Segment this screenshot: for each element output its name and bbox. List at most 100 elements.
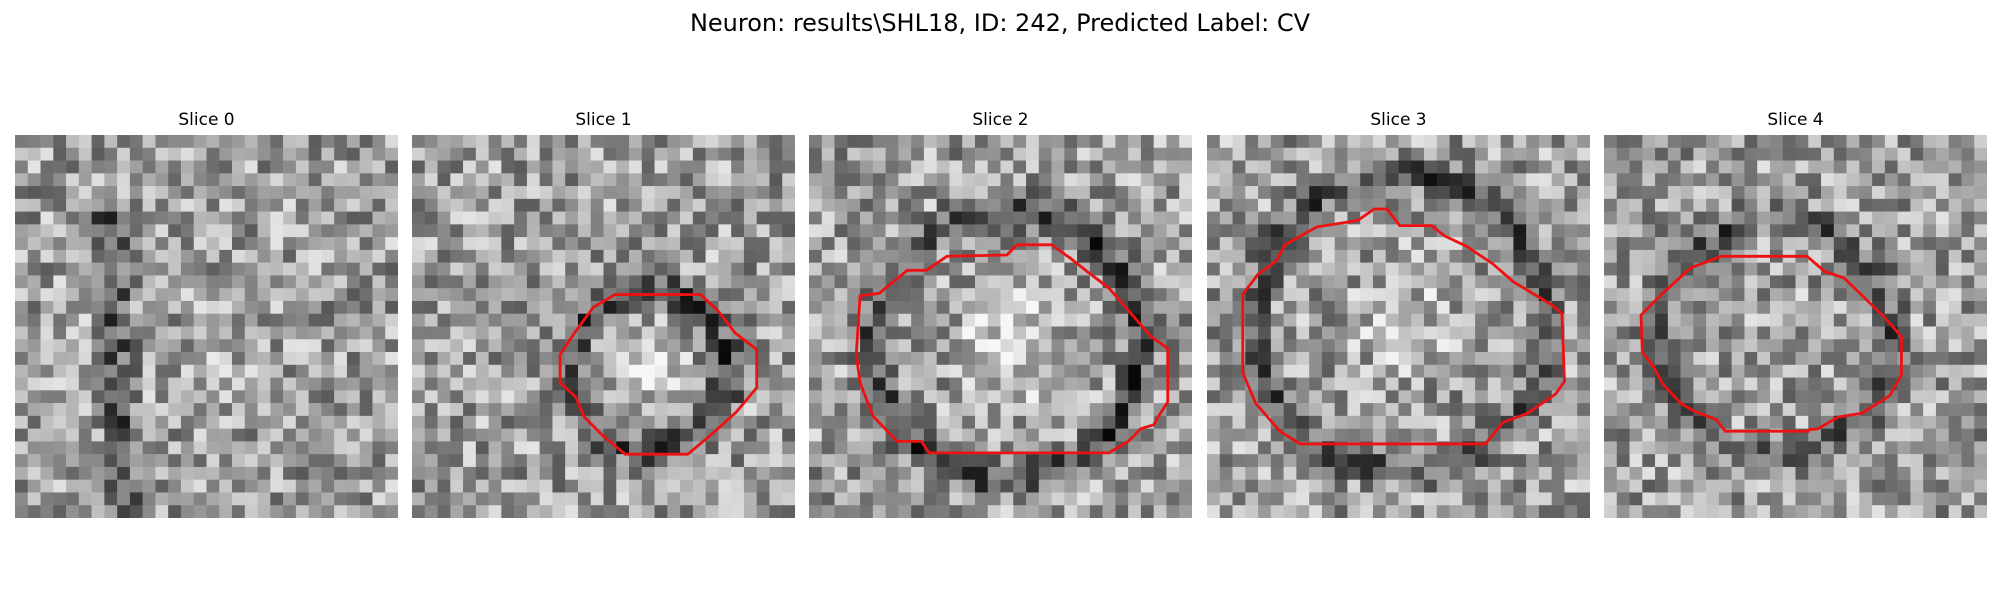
pixel bbox=[1321, 364, 1335, 378]
pixel bbox=[1475, 147, 1489, 161]
pixel bbox=[219, 352, 233, 366]
pixel bbox=[437, 262, 451, 276]
pixel bbox=[911, 249, 925, 263]
pixel bbox=[15, 313, 29, 327]
pixel bbox=[1296, 339, 1310, 353]
pixel bbox=[1207, 313, 1221, 327]
pixel bbox=[1283, 466, 1297, 480]
pixel bbox=[295, 300, 309, 314]
pixel bbox=[1207, 466, 1221, 480]
pixel bbox=[1693, 186, 1707, 200]
pixel bbox=[1500, 466, 1514, 480]
pixel bbox=[53, 466, 67, 480]
pixel bbox=[53, 505, 67, 518]
pixel bbox=[860, 466, 874, 480]
pixel bbox=[1296, 135, 1310, 149]
pixel bbox=[1013, 454, 1027, 468]
pixel bbox=[1334, 454, 1348, 468]
pixel bbox=[565, 288, 579, 302]
pixel bbox=[923, 390, 937, 404]
pixel bbox=[1064, 186, 1078, 200]
pixel bbox=[1577, 313, 1590, 327]
pixel bbox=[1449, 313, 1463, 327]
pixel bbox=[974, 352, 988, 366]
pixel bbox=[1577, 160, 1590, 174]
pixel bbox=[219, 466, 233, 480]
pixel bbox=[1513, 224, 1527, 238]
pixel bbox=[1436, 262, 1450, 276]
pixel bbox=[244, 339, 258, 353]
pixel bbox=[539, 479, 553, 493]
pixel bbox=[1487, 505, 1501, 518]
pixel bbox=[1038, 160, 1052, 174]
pixel bbox=[821, 237, 835, 251]
pixel bbox=[782, 403, 795, 417]
pixel bbox=[193, 352, 207, 366]
pixel bbox=[1449, 288, 1463, 302]
pixel bbox=[514, 454, 528, 468]
pixel bbox=[1961, 313, 1975, 327]
pixel bbox=[1500, 198, 1514, 212]
pixel bbox=[1884, 492, 1898, 506]
pixel bbox=[782, 466, 795, 480]
roi-outline-2 bbox=[854, 243, 1170, 455]
pixel bbox=[1961, 160, 1975, 174]
pixel bbox=[334, 173, 348, 187]
pixel bbox=[1642, 313, 1656, 327]
pixel bbox=[1821, 454, 1835, 468]
pixel bbox=[1693, 326, 1707, 340]
pixel bbox=[129, 403, 143, 417]
pixel bbox=[1372, 300, 1386, 314]
pixel bbox=[1500, 249, 1514, 263]
pixel bbox=[1347, 262, 1361, 276]
pixel bbox=[1334, 173, 1348, 187]
pixel bbox=[1077, 403, 1091, 417]
pixel bbox=[718, 377, 732, 391]
pixel bbox=[424, 390, 438, 404]
pixel bbox=[450, 186, 464, 200]
pixel bbox=[1140, 428, 1154, 442]
pixel bbox=[872, 364, 886, 378]
pixel bbox=[232, 288, 246, 302]
pixel bbox=[1128, 147, 1142, 161]
pixel bbox=[475, 441, 489, 455]
pixel bbox=[962, 428, 976, 442]
pixel bbox=[219, 135, 233, 149]
pixel bbox=[1897, 224, 1911, 238]
pixel bbox=[860, 135, 874, 149]
pixel bbox=[987, 466, 1001, 480]
pixel bbox=[680, 326, 694, 340]
pixel bbox=[1859, 390, 1873, 404]
pixel bbox=[463, 352, 477, 366]
pixel bbox=[962, 135, 976, 149]
pixel bbox=[743, 326, 757, 340]
pixel bbox=[641, 441, 655, 455]
pixel bbox=[1667, 492, 1681, 506]
pixel bbox=[1782, 135, 1796, 149]
pixel bbox=[1577, 441, 1590, 455]
pixel bbox=[488, 211, 502, 225]
pixel bbox=[1000, 415, 1014, 429]
pixel bbox=[1948, 466, 1962, 480]
pixel bbox=[1500, 300, 1514, 314]
pixel bbox=[809, 377, 823, 391]
pixel bbox=[1706, 326, 1720, 340]
pixel bbox=[155, 479, 169, 493]
pixel bbox=[1207, 288, 1221, 302]
pixel bbox=[1604, 415, 1618, 429]
pixel bbox=[359, 441, 373, 455]
pixel bbox=[616, 135, 630, 149]
pixel bbox=[1538, 377, 1552, 391]
pixel bbox=[1821, 505, 1835, 518]
pixel bbox=[1667, 224, 1681, 238]
pixel bbox=[359, 224, 373, 238]
pixel bbox=[962, 173, 976, 187]
pixel bbox=[450, 339, 464, 353]
pixel bbox=[104, 390, 118, 404]
pixel bbox=[756, 339, 770, 353]
pixel bbox=[1604, 249, 1618, 263]
pixel bbox=[463, 415, 477, 429]
pixel bbox=[1077, 249, 1091, 263]
pixel bbox=[1513, 186, 1527, 200]
pixel bbox=[1334, 415, 1348, 429]
